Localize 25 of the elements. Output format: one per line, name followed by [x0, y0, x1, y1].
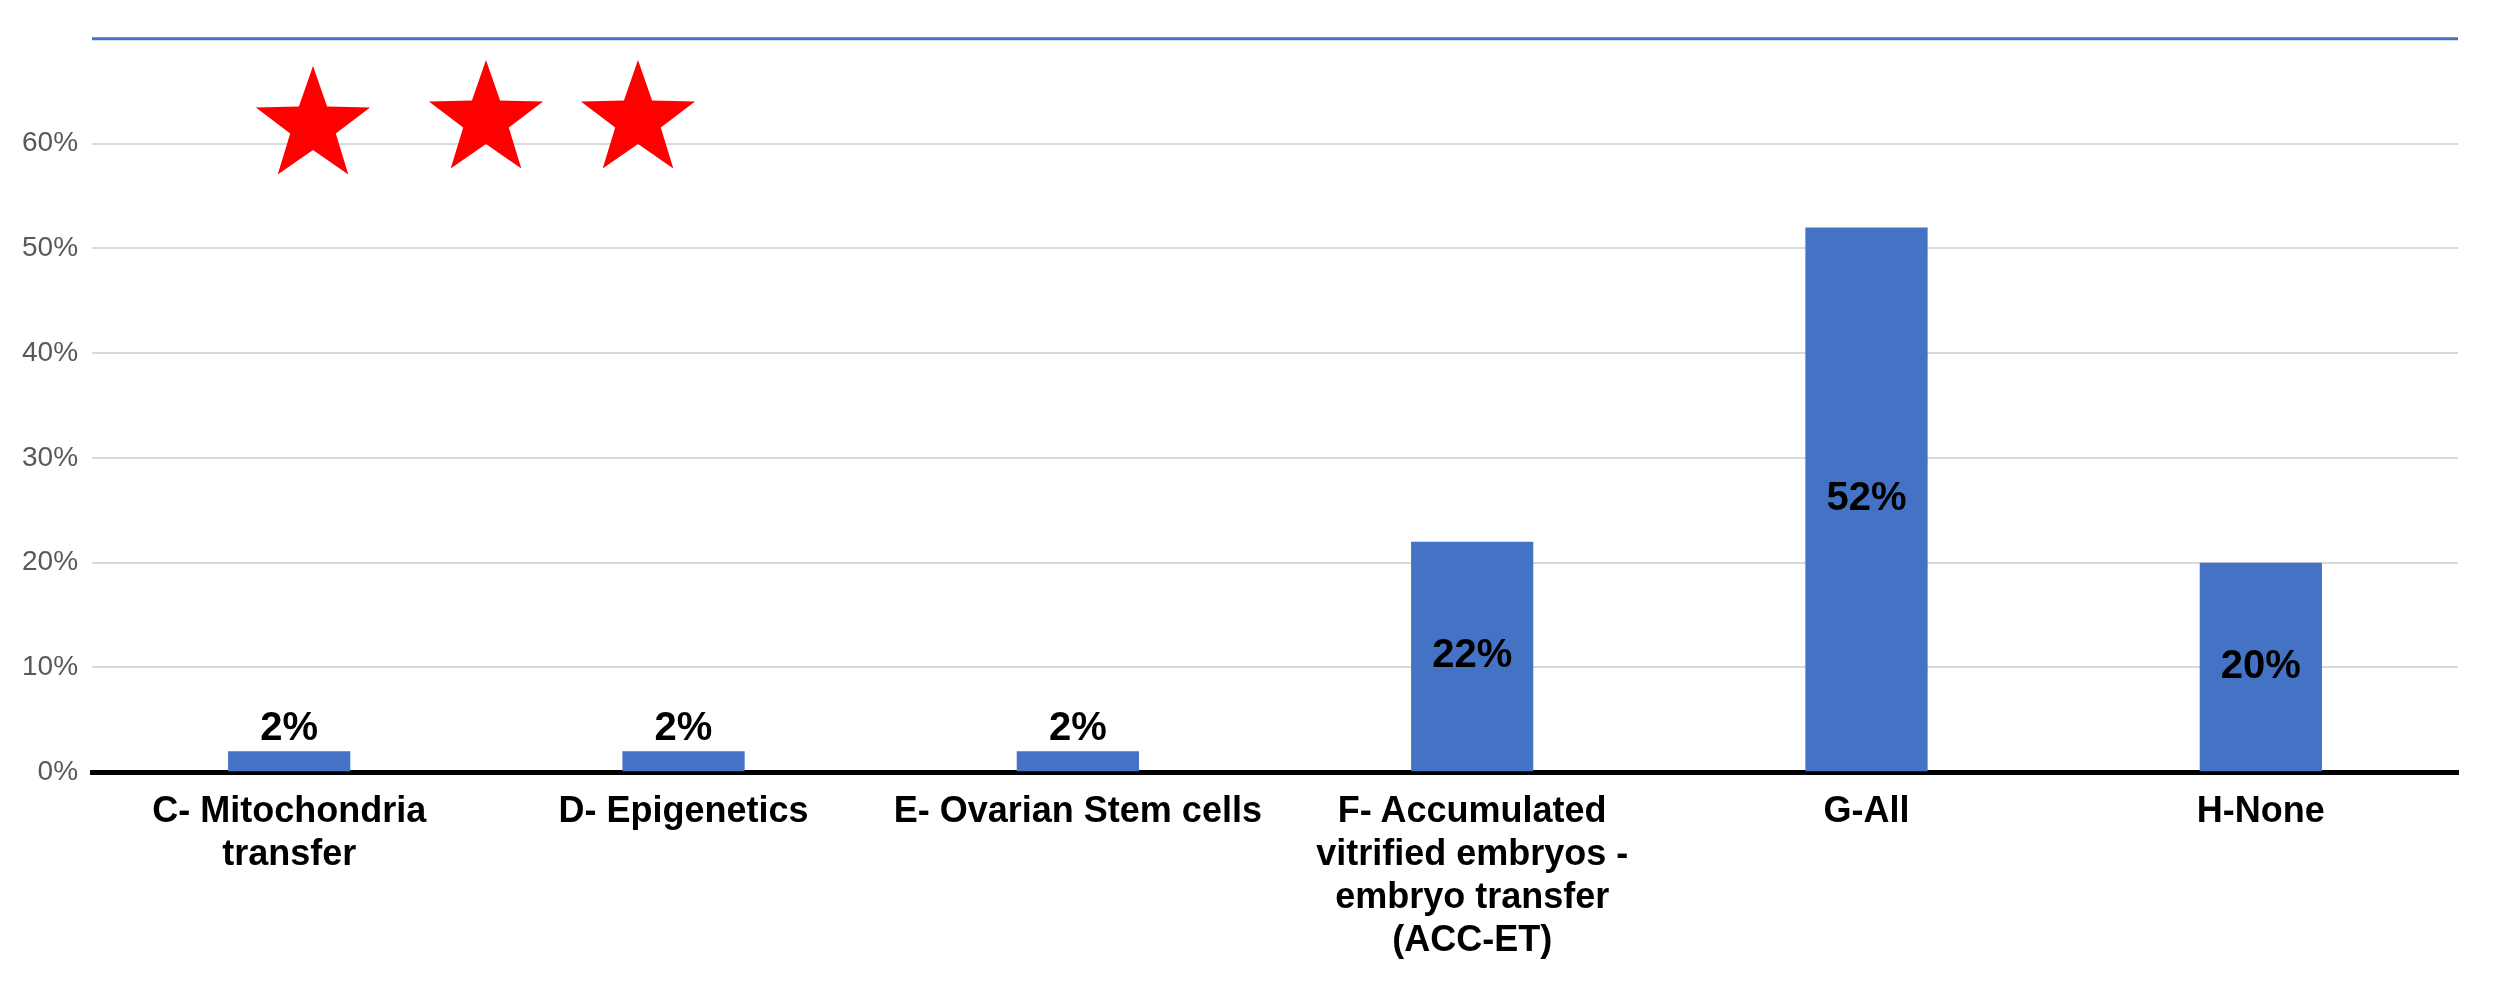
bar: [1805, 227, 1928, 772]
bar: [228, 751, 351, 772]
y-tick-label: 40%: [21, 335, 79, 367]
bar: [1016, 751, 1139, 772]
y-tick-label: 50%: [21, 231, 79, 263]
bar: [2199, 562, 2322, 772]
data-label: 2%: [260, 704, 319, 749]
x-tick-label: E- Ovarian Stem cells: [893, 788, 1262, 830]
bar: [622, 751, 745, 772]
x-tick-label: C- Mitochondria transfer: [152, 788, 428, 873]
y-tick-label: 10%: [21, 650, 79, 682]
data-label: 2%: [1048, 704, 1107, 749]
data-label: 22%: [1432, 631, 1513, 676]
y-tick-label: 30%: [21, 440, 79, 472]
data-label: 52%: [1826, 474, 1907, 519]
y-tick-label: 60%: [21, 126, 79, 158]
data-label: 20%: [2220, 641, 2301, 686]
bar: [1411, 541, 1534, 772]
y-tick-label: 0%: [37, 754, 79, 786]
y-tick-label: 20%: [21, 545, 79, 577]
x-tick-label: H-None: [2196, 788, 2325, 830]
x-tick-label: G-All: [1823, 788, 1910, 830]
data-label: 2%: [654, 704, 713, 749]
x-tick-label: F- Accumulated vitrified embryos - embryo transfer (ACC-ET): [1316, 788, 1629, 960]
x-tick-label: D- Epigenetics: [558, 788, 809, 830]
